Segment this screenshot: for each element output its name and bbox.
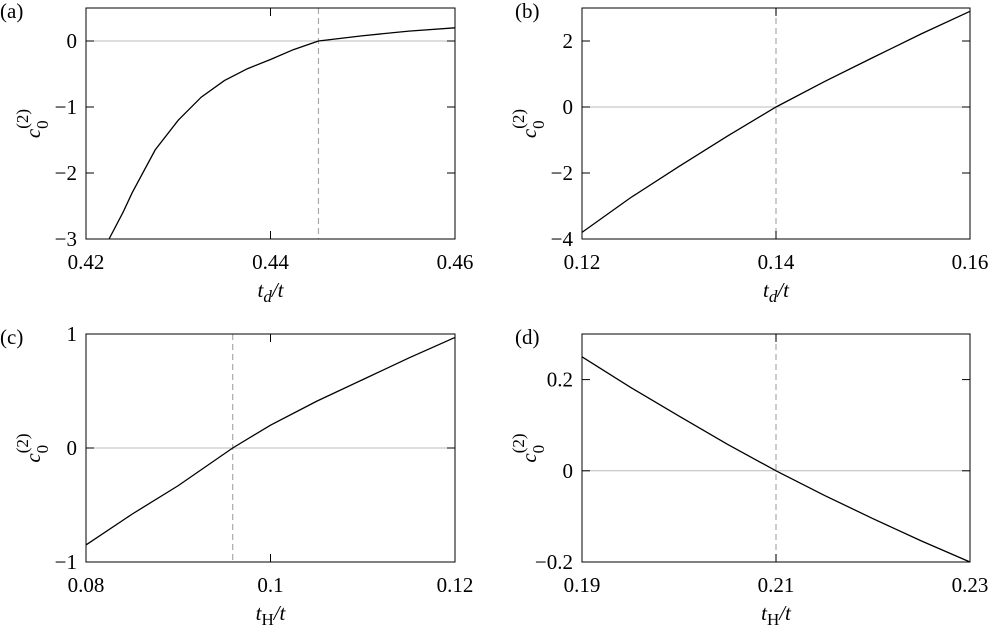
- curve: [581, 10, 971, 233]
- y-tick-label: −2: [55, 161, 77, 185]
- y-tick-label: 0.2: [547, 368, 573, 392]
- y-label-sub: 0: [529, 120, 548, 129]
- y-axis-label: c(2)0: [509, 433, 548, 462]
- y-tick-label: 0: [67, 436, 78, 460]
- panel-label: (c): [0, 325, 23, 349]
- y-label-sup: (2): [13, 109, 32, 129]
- x-label-tail: /t: [776, 278, 790, 302]
- x-label-base: t: [763, 278, 770, 302]
- x-axis-label: td/t: [257, 278, 284, 306]
- x-label-sub: H: [261, 610, 273, 629]
- y-label-sub: 0: [529, 445, 548, 454]
- y-axis-label: c(2)0: [509, 109, 548, 138]
- x-tick-label: 0.14: [758, 250, 795, 274]
- x-label-sub: d: [263, 287, 272, 306]
- x-tick-label: 0.1: [257, 573, 283, 597]
- y-tick-label: −1: [55, 95, 77, 119]
- panel-label: (b): [515, 0, 540, 23]
- x-axis-label: td/t: [763, 278, 790, 306]
- y-tick-label: 0: [67, 29, 78, 53]
- x-label-base: t: [257, 278, 264, 302]
- x-tick-label: 0.08: [68, 573, 105, 597]
- x-tick-label: 0.21: [758, 573, 795, 597]
- y-axis-label: c(2)0: [13, 433, 52, 462]
- x-tick-label: 0.19: [564, 573, 601, 597]
- y-tick-label: −1: [55, 550, 77, 574]
- y-label-sub: 0: [33, 445, 52, 454]
- y-tick-label: −3: [55, 227, 77, 251]
- panel: 0.19 0.21 0.23−0.200.2tH/tc(2)0(d): [509, 325, 988, 629]
- x-tick-label: 0.23: [952, 573, 989, 597]
- plot-frame: [85, 7, 456, 240]
- y-label-base: c: [517, 453, 541, 463]
- y-axis-label: c(2)0: [13, 109, 52, 138]
- x-label-sub: d: [769, 287, 778, 306]
- y-tick-label: 1: [67, 322, 78, 346]
- y-label-sub: 0: [33, 120, 52, 129]
- curve: [108, 27, 456, 240]
- x-label-sub: H: [767, 610, 779, 629]
- x-label-tail: /t: [778, 601, 792, 625]
- x-tick-label: 0.42: [68, 250, 105, 274]
- y-tick-label: −4: [551, 227, 574, 251]
- x-axis-label: tH/t: [761, 601, 792, 629]
- y-label-base: c: [517, 128, 541, 138]
- y-label-base: c: [21, 128, 45, 138]
- x-axis-label: tH/t: [256, 601, 287, 629]
- curve: [581, 356, 971, 563]
- y-tick-label: −2: [551, 161, 573, 185]
- x-tick-label: 0.44: [252, 250, 289, 274]
- x-label-tail: /t: [273, 601, 287, 625]
- x-label-base: t: [761, 601, 768, 625]
- x-tick-label: 0.12: [437, 573, 474, 597]
- panel-label: (d): [515, 325, 540, 349]
- x-tick-label: 0.46: [437, 250, 474, 274]
- y-label-sup: (2): [509, 433, 528, 453]
- x-tick-label: 0.16: [952, 250, 989, 274]
- y-tick-label: 2: [563, 29, 574, 53]
- y-label-sup: (2): [13, 433, 32, 453]
- x-label-tail: /t: [271, 278, 285, 302]
- y-label-sup: (2): [509, 109, 528, 129]
- y-tick-label: −0.2: [535, 550, 573, 574]
- y-tick-label: 0: [563, 459, 574, 483]
- panel-label: (a): [0, 0, 23, 23]
- curve: [85, 336, 456, 546]
- x-label-base: t: [256, 601, 263, 625]
- y-tick-label: 0: [563, 95, 574, 119]
- y-label-base: c: [21, 453, 45, 463]
- x-tick-label: 0.12: [564, 250, 601, 274]
